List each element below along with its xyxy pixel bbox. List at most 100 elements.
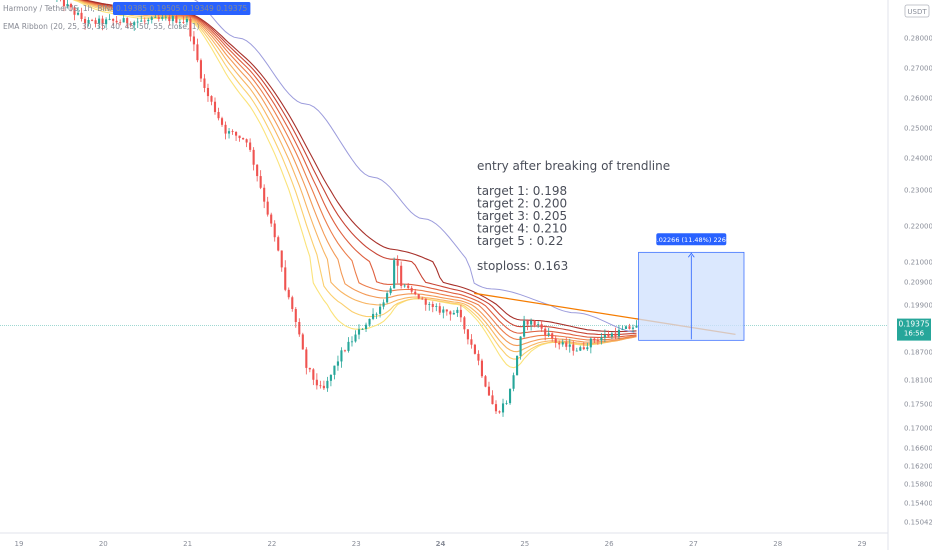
candle-up — [364, 322, 368, 333]
candle-body — [624, 326, 628, 329]
candle-down — [312, 368, 315, 386]
candle-up — [631, 324, 635, 333]
candle-body — [554, 338, 557, 343]
candle-body — [466, 329, 469, 340]
candle-down — [259, 170, 262, 190]
candle-down — [593, 337, 596, 343]
candle-up — [357, 324, 361, 340]
candle-down — [466, 329, 469, 345]
candle-body — [343, 350, 347, 352]
candle-body — [175, 16, 178, 23]
candle-body — [561, 342, 564, 345]
time-tick-label: 28 — [773, 540, 782, 548]
candle-up — [508, 388, 512, 405]
candle-down — [126, 17, 129, 29]
candle-body — [456, 309, 459, 313]
candle-down — [484, 374, 487, 388]
candle-body — [589, 338, 592, 348]
candle-down — [256, 164, 259, 182]
ema-ribbon-line — [73, 0, 637, 360]
price-tick-label: 0.20900 — [904, 279, 932, 287]
candle-body — [452, 312, 455, 315]
candle-up — [501, 398, 505, 417]
candle-up — [372, 308, 375, 321]
candle-body — [357, 329, 361, 335]
candle-body — [484, 376, 487, 387]
candle-up — [87, 17, 90, 27]
candle-body — [505, 403, 508, 404]
candle-up — [624, 325, 628, 329]
indicator-legend[interactable]: EMA Ribbon (20, 25, 30, 35, 40, 45, 50, … — [3, 22, 200, 31]
candle-down — [596, 338, 599, 345]
candle-body — [379, 306, 382, 314]
time-tick-label: 29 — [858, 540, 867, 548]
candle-body — [417, 294, 420, 299]
ema-ribbon-line — [75, 0, 637, 353]
candle-down — [115, 15, 118, 25]
candle-body — [108, 18, 111, 20]
candle-down — [213, 97, 217, 115]
price-tick-label: 0.17500 — [904, 401, 932, 409]
time-tick-label: 22 — [267, 540, 276, 548]
candle-body — [287, 289, 290, 298]
candle-body — [568, 344, 571, 347]
candle-body — [540, 324, 543, 329]
candle-body — [210, 96, 213, 102]
bar-countdown: 16:56 — [904, 330, 925, 338]
candle-down — [607, 330, 610, 338]
candle-body — [586, 347, 589, 350]
candle-up — [403, 283, 406, 288]
candle-down — [445, 309, 448, 316]
candle-down — [298, 318, 301, 337]
candle-body — [224, 124, 227, 134]
candle-down — [168, 12, 171, 26]
price-tick-label: 0.27000 — [904, 65, 932, 73]
candle-body — [333, 365, 336, 375]
time-tick-label: 19 — [15, 540, 24, 548]
candle-body — [192, 36, 195, 45]
candle-body — [368, 318, 371, 325]
price-tick-label: 0.21000 — [904, 259, 932, 267]
candle-body — [393, 260, 396, 289]
candle-body — [76, 12, 80, 15]
candle-body — [115, 20, 118, 23]
candle-body — [558, 342, 561, 345]
candle-down — [245, 138, 248, 148]
candle-up — [519, 336, 522, 360]
candle-body — [245, 139, 248, 143]
candle-body — [516, 355, 519, 376]
currency-badge[interactable]: USDT — [907, 8, 927, 16]
candle-body — [213, 101, 217, 112]
candle-body — [459, 309, 462, 318]
candle-body — [280, 250, 283, 268]
candle-body — [547, 333, 550, 335]
candle-body — [249, 142, 252, 150]
candle-down — [424, 298, 427, 311]
price-axis[interactable]: 0.28000 0.27000 0.26000 0.25000 0.24000 0.230… — [904, 35, 932, 527]
time-axis[interactable]: 19 20 21 22 23 24 25 26 27 28 29 — [0, 532, 888, 548]
candle-body — [519, 336, 522, 356]
price-tick-label: 0.24000 — [904, 155, 932, 163]
currency-badge-box[interactable] — [904, 4, 930, 18]
candle-body — [312, 369, 315, 380]
candle-down — [189, 16, 192, 42]
candle-down — [480, 358, 483, 379]
candle-down — [558, 340, 561, 350]
candle-body — [593, 338, 596, 341]
candle-body — [199, 60, 202, 79]
candle-down — [572, 340, 575, 356]
candle-down — [101, 15, 104, 31]
candle-body — [168, 16, 171, 22]
candle-up — [347, 337, 350, 353]
candle-up — [575, 347, 578, 352]
candle-up — [537, 321, 540, 328]
candle-body — [487, 386, 491, 396]
candle-body — [614, 333, 617, 337]
candle-down — [473, 343, 476, 355]
candle-body — [66, 4, 69, 7]
candle-body — [610, 333, 613, 337]
candle-body — [361, 329, 364, 330]
trade-plan-annotation: entry after breaking of trendline target… — [477, 159, 670, 273]
symbol-legend[interactable]: Harmony / TetherUS, 1h, BINANCE — [3, 4, 131, 13]
